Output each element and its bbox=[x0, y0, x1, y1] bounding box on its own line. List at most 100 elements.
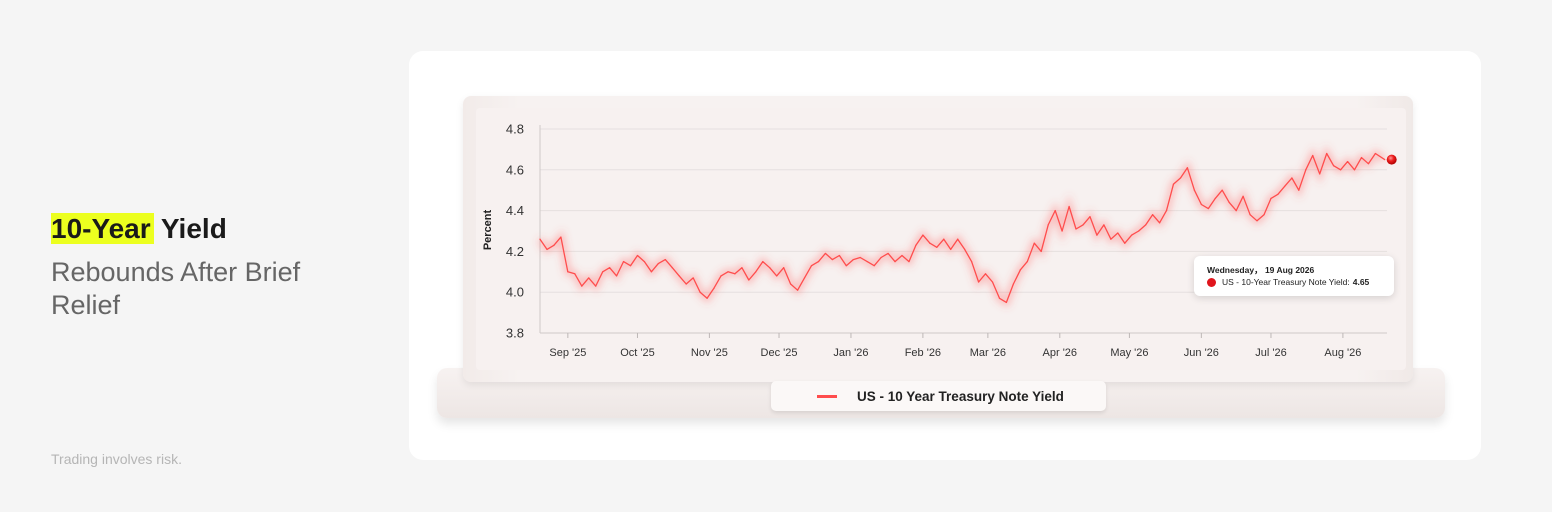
data-point bbox=[922, 234, 924, 236]
data-point bbox=[1117, 232, 1119, 234]
data-point bbox=[1012, 283, 1014, 285]
y-tick-label: 4.6 bbox=[506, 162, 524, 177]
data-point bbox=[1186, 167, 1189, 169]
data-point bbox=[1312, 154, 1314, 157]
data-point bbox=[588, 277, 590, 279]
data-point bbox=[1353, 169, 1356, 171]
data-point bbox=[1110, 238, 1112, 240]
data-point bbox=[1172, 183, 1175, 185]
data-point bbox=[664, 258, 666, 261]
tooltip: Wednesday， 19 Aug 2026 US - 10-Year Trea… bbox=[1194, 256, 1394, 296]
x-tick-label: Apr '26 bbox=[1043, 347, 1078, 359]
data-point bbox=[776, 275, 778, 277]
data-point bbox=[1249, 214, 1251, 216]
data-point bbox=[1082, 224, 1084, 226]
data-point bbox=[1179, 177, 1182, 179]
data-point bbox=[1103, 224, 1105, 226]
data-point bbox=[977, 281, 980, 283]
data-point bbox=[894, 261, 896, 263]
data-point bbox=[1075, 228, 1077, 230]
y-axis-label: Percent bbox=[482, 209, 494, 250]
page-title: 10-Year Yield bbox=[51, 212, 351, 246]
x-tick-label: Aug '26 bbox=[1324, 347, 1361, 359]
data-point bbox=[1319, 173, 1321, 175]
data-point bbox=[629, 265, 632, 267]
data-point bbox=[887, 252, 889, 255]
tooltip-row: US - 10-Year Treasury Note Yield: 4.65 bbox=[1207, 277, 1369, 287]
x-tick-label: Feb '26 bbox=[905, 347, 941, 359]
data-point bbox=[1339, 169, 1342, 171]
data-point bbox=[817, 261, 820, 263]
data-point bbox=[1346, 161, 1349, 163]
data-point bbox=[713, 287, 715, 289]
tooltip-date: Wednesday， 19 Aug 2026 bbox=[1207, 265, 1315, 275]
data-point bbox=[755, 271, 757, 273]
data-point bbox=[581, 285, 583, 287]
data-point bbox=[929, 242, 931, 244]
data-point bbox=[539, 238, 541, 240]
data-point bbox=[727, 271, 729, 273]
data-point bbox=[880, 256, 882, 259]
data-point bbox=[845, 265, 847, 267]
data-point bbox=[873, 265, 875, 267]
data-point bbox=[657, 263, 659, 265]
data-point bbox=[1367, 163, 1370, 165]
tooltip-value: 4.65 bbox=[1352, 277, 1370, 287]
data-point bbox=[901, 254, 903, 257]
x-tick-label: Dec '25 bbox=[761, 347, 798, 359]
series-points bbox=[539, 152, 1386, 303]
data-point bbox=[1374, 152, 1376, 155]
data-point bbox=[1270, 197, 1272, 199]
legend-swatch bbox=[817, 394, 837, 398]
headline-block: 10-Year Yield Rebounds After Brief Relie… bbox=[51, 212, 351, 322]
data-point bbox=[706, 297, 708, 299]
title-highlight: 10-Year bbox=[51, 213, 154, 244]
highlight-marker[interactable] bbox=[1386, 154, 1397, 165]
data-point bbox=[1005, 301, 1008, 303]
data-point bbox=[1228, 201, 1230, 204]
data-point bbox=[1256, 220, 1258, 222]
x-tick-label: Oct '25 bbox=[620, 347, 655, 359]
data-point bbox=[595, 285, 597, 287]
data-point bbox=[643, 261, 646, 263]
data-point bbox=[741, 267, 743, 269]
data-point bbox=[609, 267, 611, 269]
y-tick-label: 4.0 bbox=[506, 285, 524, 300]
y-tick-label: 3.8 bbox=[506, 326, 524, 341]
x-tick-label: Jun '26 bbox=[1184, 347, 1219, 359]
data-point bbox=[943, 238, 945, 240]
data-point bbox=[1235, 210, 1237, 212]
line-chart: Sep '25 Oct '25 Nov '25 Dec '25 Jan '26 Feb '… bbox=[476, 108, 1406, 370]
title-rest: Yield bbox=[160, 213, 227, 244]
legend: US - 10 Year Treasury Note Yield bbox=[771, 381, 1106, 411]
data-point bbox=[678, 275, 680, 277]
data-point bbox=[699, 291, 701, 293]
data-point bbox=[1040, 250, 1042, 252]
data-point bbox=[650, 271, 652, 273]
data-point bbox=[546, 248, 548, 250]
data-point bbox=[957, 238, 959, 240]
x-axis: Sep '25 Oct '25 Nov '25 Dec '25 Jan '26 Feb '… bbox=[540, 332, 1387, 359]
data-point bbox=[838, 254, 840, 257]
data-point bbox=[1138, 230, 1140, 232]
data-point bbox=[790, 283, 792, 285]
data-point bbox=[1305, 169, 1307, 171]
data-point bbox=[859, 256, 861, 259]
data-point bbox=[936, 246, 938, 248]
data-point bbox=[1193, 189, 1195, 191]
data-point bbox=[615, 275, 618, 277]
data-point bbox=[810, 265, 813, 267]
tooltip-series-dot bbox=[1207, 277, 1216, 287]
data-point bbox=[692, 277, 694, 279]
data-point bbox=[998, 297, 1001, 299]
y-axis: 4.8 4.6 4.4 4.2 4.0 3.8 bbox=[506, 122, 541, 341]
data-point bbox=[1384, 159, 1386, 161]
y-tick-label: 4.8 bbox=[506, 122, 524, 137]
data-point bbox=[1207, 207, 1209, 210]
data-point bbox=[1200, 203, 1202, 206]
data-point bbox=[1089, 216, 1091, 218]
x-tick-label: Mar '26 bbox=[970, 347, 1006, 359]
y-tick-label: 4.4 bbox=[506, 203, 524, 218]
x-tick-label: Nov '25 bbox=[691, 347, 728, 359]
data-point bbox=[574, 273, 576, 275]
